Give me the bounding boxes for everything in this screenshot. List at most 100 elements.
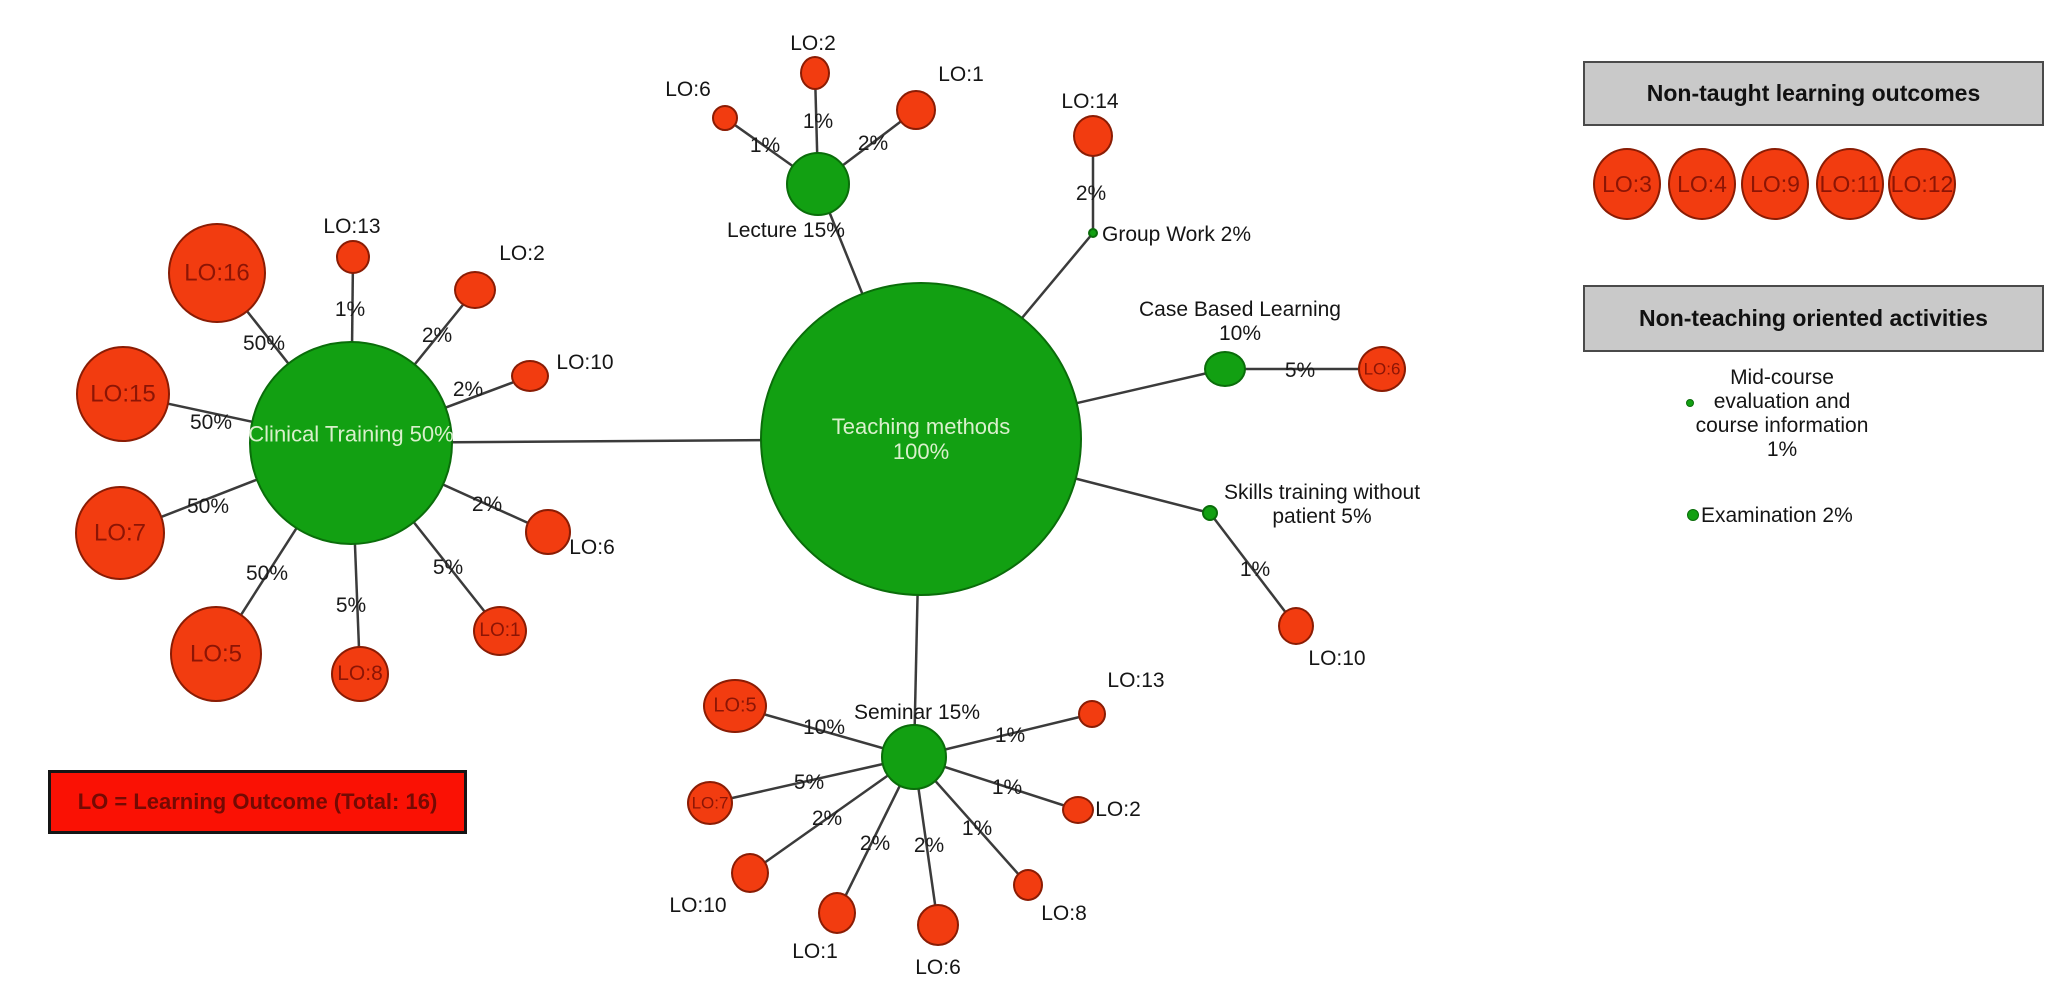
edge-label-lecture-l6: 1% (749, 134, 781, 158)
node-label-l1: LO:1 (938, 63, 984, 87)
node-label-lecture: Lecture 15% (727, 219, 845, 243)
node-lecture (786, 152, 850, 216)
edge-seminar-sem7 (709, 755, 915, 805)
activity-label-examination: Examination 2% (1701, 504, 1853, 528)
edge-label-seminar-sem1: 2% (859, 832, 891, 856)
node-l6 (712, 105, 738, 131)
edge-label-lecture-l1: 2% (857, 132, 889, 156)
node-c1 (473, 606, 527, 656)
edge-label-cbl-cb6: 5% (1284, 359, 1316, 383)
node-sem5 (703, 679, 767, 733)
edge-label-seminar-sem2: 1% (991, 776, 1023, 800)
node-label-sem1: LO:1 (792, 940, 838, 964)
node-label-c6: LO:6 (569, 536, 615, 560)
non-taught-outcomes-panel: Non-taught learning outcomes (1583, 61, 2044, 126)
edge-label-clinical-c6: 2% (471, 493, 503, 517)
node-l2 (800, 56, 830, 90)
node-label-groupwork: Group Work 2% (1102, 223, 1251, 247)
node-teaching (760, 282, 1082, 596)
edge-label-clinical-c1: 5% (432, 556, 464, 580)
node-cb6 (1358, 346, 1406, 392)
node-label-l6: LO:6 (665, 78, 711, 102)
node-c10 (511, 360, 549, 392)
non-teaching-panel-title: Non-teaching oriented activities (1639, 305, 1988, 331)
node-label-sem2: LO:2 (1095, 798, 1141, 822)
edge-label-seminar-sem13: 1% (994, 724, 1026, 748)
node-label-sem10: LO:10 (669, 894, 727, 918)
node-c13 (336, 240, 370, 274)
node-label-cbl: Case Based Learning 10% (1139, 298, 1341, 345)
lo-legend-box: LO = Learning Outcome (Total: 16) (48, 770, 467, 834)
node-label-l2: LO:2 (790, 32, 836, 56)
node-clinical (249, 341, 453, 545)
panel-circle-nontaught-LO:4 (1668, 148, 1736, 220)
node-c6 (525, 509, 571, 555)
node-label-c13: LO:13 (323, 215, 381, 239)
panel-circle-label-LO:11: LO:11 (1819, 170, 1881, 197)
node-label-c2: LO:2 (499, 242, 545, 266)
panel-circle-label-LO:9: LO:9 (1750, 170, 1800, 197)
node-skills (1202, 505, 1218, 521)
node-label-sem7: LO:7 (691, 793, 729, 813)
panel-circle-label-LO:3: LO:3 (1602, 170, 1652, 197)
node-label-teaching: Teaching methods 100% (831, 413, 1011, 464)
node-sem13 (1078, 700, 1106, 728)
node-label-sem13: LO:13 (1107, 669, 1165, 693)
non-teaching-activities-panel: Non-teaching oriented activities (1583, 285, 2044, 352)
node-g14 (1073, 115, 1113, 157)
node-sem7 (687, 781, 733, 825)
node-label-sem5: LO:5 (713, 694, 757, 717)
panel-circle-nontaught-LO:9 (1741, 148, 1809, 220)
edge-skills-sk10 (1209, 512, 1297, 627)
node-label-sem6: LO:6 (915, 956, 961, 980)
node-label-c1: LO:1 (479, 620, 521, 642)
node-sem1 (818, 892, 856, 934)
node-l1 (896, 90, 936, 130)
edge-label-groupwork-g14: 2% (1075, 182, 1107, 206)
node-sem6 (917, 904, 959, 946)
node-label-c7: LO:7 (93, 519, 147, 547)
activity-dot-mid-course-evaluation (1686, 399, 1694, 407)
panel-circle-nontaught-LO:12 (1888, 148, 1956, 220)
edge-label-lecture-l2: 1% (802, 110, 834, 134)
node-c15 (76, 346, 170, 442)
node-groupwork (1088, 228, 1098, 238)
node-c8 (331, 646, 389, 702)
node-label-c10: LO:10 (556, 351, 614, 375)
edge-label-clinical-c16: 50% (242, 332, 286, 356)
node-label-c16: LO:16 (184, 259, 250, 287)
node-label-cb6: LO:6 (1363, 359, 1401, 379)
panel-circle-nontaught-LO:3 (1593, 148, 1661, 220)
edge-label-clinical-c7: 50% (186, 495, 230, 519)
node-seminar (881, 724, 947, 790)
node-label-c8: LO:8 (337, 662, 383, 686)
node-label-sk10: LO:10 (1308, 647, 1366, 671)
node-c5 (170, 606, 262, 702)
edge-label-clinical-c8: 5% (335, 594, 367, 618)
node-c16 (168, 223, 266, 323)
edge-label-seminar-sem7: 5% (793, 771, 825, 795)
node-sem10 (731, 853, 769, 893)
panel-circle-nontaught-LO:11 (1816, 148, 1884, 220)
non-taught-panel-title: Non-taught learning outcomes (1646, 80, 1981, 106)
edge-label-clinical-c5: 50% (245, 562, 289, 586)
lo-legend-text: LO = Learning Outcome (Total: 16) (77, 789, 438, 814)
activity-label-mid-course-evaluation: Mid-course evaluation and course informa… (1695, 366, 1869, 461)
node-label-c15: LO:15 (90, 380, 156, 408)
edge-label-clinical-c10: 2% (452, 378, 484, 402)
node-label-seminar: Seminar 15% (853, 701, 981, 725)
panel-circle-label-LO:12: LO:12 (1890, 170, 1954, 197)
activity-dot-examination (1687, 509, 1699, 521)
node-sem8 (1013, 869, 1043, 901)
edge-label-skills-sk10: 1% (1239, 558, 1271, 582)
edge-label-clinical-c13: 1% (334, 298, 366, 322)
edge-label-seminar-sem8: 1% (961, 817, 993, 841)
node-label-c5: LO:5 (189, 640, 243, 668)
node-label-g14: LO:14 (1061, 90, 1119, 114)
edge-label-seminar-sem6: 2% (913, 834, 945, 858)
node-c7 (75, 486, 165, 580)
node-cbl (1204, 351, 1246, 387)
edge-label-clinical-c15: 50% (189, 411, 233, 435)
node-label-skills: Skills training without patient 5% (1223, 481, 1421, 528)
